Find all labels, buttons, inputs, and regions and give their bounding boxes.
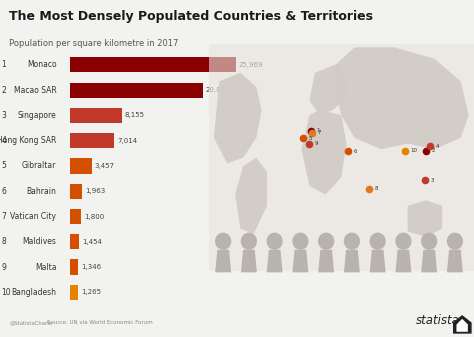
Polygon shape [336, 47, 469, 149]
Text: 4: 4 [436, 144, 439, 149]
Text: 2: 2 [2, 86, 7, 95]
Text: Hong Kong SAR: Hong Kong SAR [0, 136, 56, 145]
Bar [70, 83, 203, 98]
Polygon shape [318, 250, 334, 272]
Text: Malta: Malta [35, 263, 56, 272]
Bar [70, 209, 81, 224]
Text: 7: 7 [318, 130, 321, 135]
Text: 1,800: 1,800 [84, 214, 104, 219]
Polygon shape [408, 200, 442, 237]
Text: 1,963: 1,963 [85, 188, 105, 194]
Text: 7,014: 7,014 [118, 138, 137, 144]
Circle shape [319, 233, 334, 249]
Text: 8: 8 [2, 237, 7, 246]
Bar [70, 234, 79, 249]
Text: 6: 6 [354, 149, 357, 154]
FancyBboxPatch shape [209, 44, 474, 271]
Text: The Most Densely Populated Countries & Territories: The Most Densely Populated Countries & T… [9, 10, 374, 23]
Text: statista: statista [416, 314, 460, 327]
Text: 7: 7 [2, 212, 7, 221]
Text: Source: UN via World Economic Forum: Source: UN via World Economic Forum [47, 320, 153, 325]
Polygon shape [310, 64, 346, 115]
Bar [70, 158, 92, 174]
Text: Macao SAR: Macao SAR [14, 86, 56, 95]
Text: 6: 6 [2, 187, 7, 196]
Text: 9: 9 [2, 263, 7, 272]
Text: 25,969: 25,969 [238, 62, 263, 68]
Text: 3: 3 [431, 178, 434, 183]
Text: 1: 1 [317, 128, 320, 133]
Text: Population per square kilometre in 2017: Population per square kilometre in 2017 [9, 39, 179, 48]
Text: 20,821: 20,821 [206, 87, 230, 93]
Polygon shape [214, 73, 262, 163]
Text: Singapore: Singapore [18, 111, 56, 120]
Text: @StatistaCharts: @StatistaCharts [9, 320, 53, 325]
Text: 10: 10 [411, 148, 418, 153]
Text: 2: 2 [432, 148, 436, 153]
Text: 1,346: 1,346 [81, 264, 101, 270]
Polygon shape [421, 250, 437, 272]
Circle shape [422, 233, 437, 249]
Text: Gibraltar: Gibraltar [22, 161, 56, 171]
Circle shape [396, 233, 411, 249]
Text: 8,155: 8,155 [125, 113, 145, 118]
Text: 10: 10 [2, 288, 11, 297]
Text: Maldives: Maldives [23, 237, 56, 246]
Polygon shape [241, 250, 257, 272]
Text: 1,265: 1,265 [81, 289, 101, 295]
Polygon shape [453, 315, 472, 334]
Circle shape [345, 233, 359, 249]
Circle shape [293, 233, 308, 249]
Polygon shape [267, 250, 283, 272]
Text: Monaco: Monaco [27, 60, 56, 69]
Polygon shape [292, 250, 309, 272]
Text: 4: 4 [2, 136, 7, 145]
Polygon shape [235, 158, 267, 234]
Text: 1: 1 [2, 60, 7, 69]
Circle shape [267, 233, 282, 249]
Text: 3: 3 [2, 111, 7, 120]
Polygon shape [301, 110, 346, 194]
Text: Vatican City: Vatican City [10, 212, 56, 221]
Text: 5: 5 [309, 136, 312, 141]
Bar [70, 57, 236, 72]
Text: 3,457: 3,457 [95, 163, 115, 169]
Text: 9: 9 [315, 141, 318, 146]
Polygon shape [215, 250, 231, 272]
Text: Bangladesh: Bangladesh [11, 288, 56, 297]
Circle shape [216, 233, 230, 249]
Text: Bahrain: Bahrain [27, 187, 56, 196]
Bar [70, 133, 115, 148]
Text: 5: 5 [2, 161, 7, 171]
Text: 1,454: 1,454 [82, 239, 102, 245]
Polygon shape [395, 250, 411, 272]
Bar [70, 285, 78, 300]
Circle shape [447, 233, 462, 249]
Polygon shape [456, 319, 468, 332]
Circle shape [370, 233, 385, 249]
Text: 8: 8 [375, 186, 379, 191]
Polygon shape [370, 250, 386, 272]
Bar [70, 184, 82, 199]
Bar [70, 259, 78, 275]
Polygon shape [344, 250, 360, 272]
Circle shape [241, 233, 256, 249]
Bar [70, 108, 122, 123]
Polygon shape [447, 250, 463, 272]
